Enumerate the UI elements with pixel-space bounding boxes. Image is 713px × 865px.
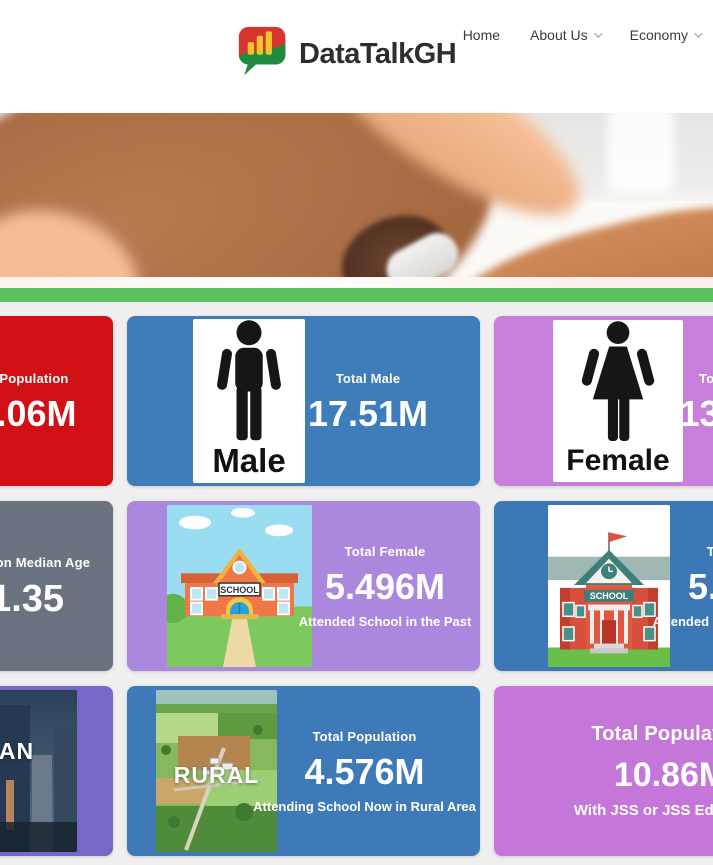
- school-cartoon-icon: SCHOOL: [167, 505, 312, 667]
- nav-item-home[interactable]: Home: [463, 27, 500, 43]
- male-sign-caption: Male: [212, 442, 286, 479]
- chevron-down-icon: [694, 29, 703, 38]
- stats-row-3: URBAN: [0, 686, 713, 856]
- stats-carousel: Total Population 31.06M: [0, 316, 713, 856]
- card-median-age: Population Median Age 21.35: [0, 501, 113, 671]
- male-sign-image: Male: [193, 319, 305, 483]
- card-value: 13.55M: [679, 392, 713, 434]
- hero-banner-image: [0, 113, 713, 277]
- green-accent-bar: [0, 288, 713, 302]
- card-subtext: Attending School Now in Rural Area: [253, 798, 476, 814]
- header: DataTalkGH Home About Us Economy: [0, 0, 713, 113]
- card-label: Total Male: [706, 543, 713, 559]
- rural-photo-label: RURAL: [173, 762, 260, 788]
- card-value: 5.496M: [324, 565, 446, 607]
- card-subtext: Attended School in the Past: [652, 613, 713, 629]
- main-nav: Home About Us Economy: [463, 27, 703, 43]
- nav-item-about-us[interactable]: About Us: [530, 27, 603, 43]
- female-pictogram-icon: [581, 321, 655, 441]
- card-subtext: With JSS or JSS Education: [573, 802, 713, 819]
- rural-aerial-icon: [156, 690, 277, 852]
- card-rural-attending-school: RURAL Total Population 4.576M Attending …: [127, 686, 480, 856]
- brand-logo[interactable]: DataTalkGH: [237, 24, 457, 85]
- card-female-attended-school: SCHOOL Total Female 5.496M Attended Scho…: [127, 501, 480, 671]
- card-label: Total Female: [699, 370, 713, 386]
- hero-fade: [0, 277, 713, 288]
- card-jss-education: Total Population 10.86M With JSS or JSS …: [494, 686, 713, 856]
- nav-item-economy[interactable]: Economy: [629, 27, 703, 43]
- school-banner-text: SCHOOL: [590, 591, 629, 601]
- school-cartoon-image: SCHOOL: [167, 505, 312, 667]
- card-total-female: Female Total Female 13.55M: [494, 316, 713, 486]
- urban-photo-image: [0, 690, 77, 852]
- male-pictogram-icon: [217, 320, 281, 441]
- card-value: 10.86M: [613, 756, 713, 794]
- card-value: 17.51M: [307, 392, 429, 434]
- card-value: 31.06M: [0, 392, 77, 434]
- card-label: Total Population: [0, 370, 69, 386]
- card-total-male: Male Total Male 17.51M: [127, 316, 480, 486]
- card-male-attended-school: SCHOOL: [494, 501, 713, 671]
- stats-row-1: Total Population 31.06M: [0, 316, 713, 486]
- female-sign-image: Female: [553, 320, 683, 482]
- card-value: 21.35: [0, 577, 65, 620]
- card-urban: URBAN: [0, 686, 113, 856]
- female-sign-caption: Female: [566, 444, 670, 477]
- school-flat-icon: SCHOOL: [548, 505, 670, 667]
- card-label: Total Female: [344, 543, 426, 559]
- brand-name: DataTalkGH: [299, 38, 457, 70]
- card-value: 4.576M: [304, 750, 425, 792]
- card-label: Total Population: [312, 728, 417, 744]
- stats-row-2: Population Median Age 21.35: [0, 501, 713, 671]
- stats-section: Total Population 31.06M: [0, 302, 713, 865]
- urban-skyline-icon: [0, 690, 77, 852]
- nav-item-about-us-label: About Us: [530, 27, 588, 43]
- chevron-down-icon: [593, 29, 603, 38]
- card-value: 5.8M: [688, 565, 713, 607]
- school-sign-text: SCHOOL: [220, 585, 259, 595]
- rural-photo-image: RURAL: [156, 690, 277, 852]
- urban-photo-label: URBAN: [0, 738, 35, 764]
- school-flat-image: SCHOOL: [548, 505, 670, 667]
- card-label: Total Male: [335, 370, 401, 386]
- nav-item-economy-label: Economy: [629, 27, 688, 43]
- nav-item-home-label: Home: [462, 27, 501, 43]
- card-label: Population Median Age: [0, 554, 91, 570]
- card-label: Total Population: [591, 723, 713, 745]
- logo-icon: [237, 24, 289, 85]
- card-subtext: Attended School in the Past: [298, 613, 472, 629]
- hero-cup-shape: [608, 113, 674, 193]
- card-total-population: Total Population 31.06M: [0, 316, 113, 486]
